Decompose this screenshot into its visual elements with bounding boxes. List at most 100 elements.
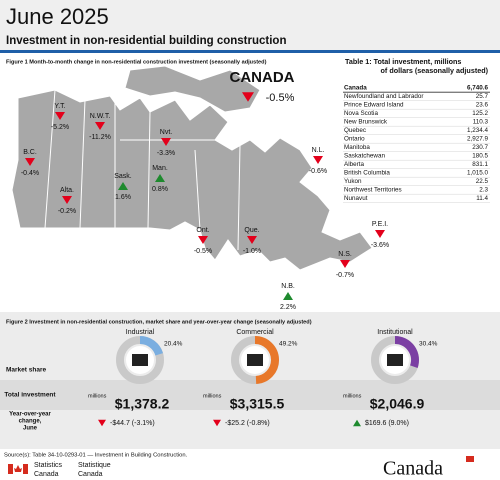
total-value: $2,046.9 (370, 396, 425, 412)
canada-value: -0.5% (266, 92, 295, 104)
icon (247, 354, 263, 366)
donut-share (394, 336, 419, 368)
down-arrow (98, 419, 106, 427)
row-label: change, (19, 419, 42, 425)
table-cell: Quebec (344, 127, 366, 134)
flag-bar (8, 464, 13, 474)
table-cell: 230.7 (472, 144, 488, 151)
change-value: $169.6 (9.0%) (365, 420, 409, 427)
change-value: -$25.2 (-0.8%) (225, 420, 270, 427)
region-value: 2.2% (280, 304, 296, 311)
region-value: -3.3% (157, 150, 175, 157)
table-title: Table 1: Total investment, millions (345, 57, 461, 66)
unit: millions (203, 393, 222, 399)
table-cell: 831.1 (472, 161, 488, 168)
table-cell: 125.2 (472, 110, 488, 117)
total-row-band (0, 380, 500, 410)
map-islands (124, 65, 261, 113)
table-cell: Northwest Territories (344, 187, 402, 194)
table-cell: 1,015.0 (467, 170, 489, 177)
region-label: Y.T. (54, 103, 65, 110)
total-value: $3,315.5 (230, 396, 285, 412)
region-value: -0.7% (336, 272, 354, 279)
agency-en: Canada (34, 471, 59, 478)
region-value: -3.6% (371, 242, 389, 249)
down-arrow (213, 419, 221, 427)
row-label: Total investment (4, 392, 56, 399)
footer-band (0, 449, 500, 480)
down-arrow (198, 236, 208, 244)
map (11, 65, 373, 271)
region-value: -0.2% (58, 208, 76, 215)
region-label: N.S. (338, 251, 352, 258)
table-cell: Alberta (344, 161, 364, 168)
table-cell: 2.3 (479, 187, 488, 194)
region-value: -1.0% (243, 248, 261, 255)
wordmark: Canada (383, 458, 443, 480)
table-cell: Ontario (344, 136, 365, 143)
donut-share (254, 336, 279, 384)
region-value: 1.6% (115, 194, 131, 201)
region-value: -5.2% (51, 124, 69, 131)
region-label: N.L. (312, 147, 325, 154)
region-label: Sask. (114, 173, 132, 180)
region-value: -11.2% (89, 134, 111, 141)
region-value: 0.8% (152, 186, 168, 193)
donut-share (139, 336, 164, 356)
table-cell: Nova Scotia (344, 110, 378, 117)
table-cell: Prince Edward Island (344, 102, 404, 109)
table-cell: 11.4 (476, 195, 488, 202)
region-label: N.W.T. (90, 113, 111, 120)
change-value: -$44.7 (-3.1%) (110, 420, 155, 427)
down-arrow (55, 112, 65, 120)
table-cell: Canada (344, 85, 367, 92)
table-cell: Newfoundland and Labrador (344, 93, 423, 100)
down-arrow (62, 196, 72, 204)
total-value: $1,378.2 (115, 396, 170, 412)
table-cell: 1,234.4 (467, 127, 489, 134)
down-arrow (161, 138, 171, 146)
title: June 2025 (6, 4, 109, 29)
agency-en: Statistics (34, 462, 63, 469)
down-arrow (242, 92, 254, 102)
table-cell: 110.3 (473, 119, 489, 126)
region-label: Man. (152, 165, 168, 172)
up-arrow (283, 292, 293, 300)
table-cell: Manitoba (344, 144, 370, 151)
subtitle: Investment in non-residential building c… (6, 35, 287, 47)
up-arrow (118, 182, 128, 190)
down-arrow (95, 122, 105, 130)
flag-leaf (14, 465, 22, 472)
table-cell: New Brunswick (344, 119, 388, 126)
region-label: P.E.I. (372, 221, 388, 228)
unit: millions (88, 393, 107, 399)
icon (387, 354, 403, 366)
canada-label: CANADA (230, 69, 295, 86)
share-label: 30.4% (419, 341, 438, 348)
down-arrow (340, 260, 350, 268)
table-cell: 180.5 (472, 153, 488, 160)
icon (132, 354, 148, 366)
sector-name: Commercial (236, 329, 274, 336)
table-cell: 6,740.6 (467, 85, 489, 92)
table-cell: Yukon (344, 178, 362, 185)
table-cell: 22.5 (476, 178, 489, 185)
sector-name: Industrial (126, 329, 155, 336)
figure-title: Figure 1 Month-to-month change in non-re… (6, 59, 267, 65)
region-label: N.B. (281, 283, 295, 290)
source: Source(s): Table 34-10-0293-01 — Investm… (4, 453, 188, 459)
up-arrow (353, 419, 361, 427)
region-label: B.C. (23, 149, 37, 156)
region-value: -0.4% (21, 170, 39, 177)
up-arrow (155, 174, 165, 182)
table-cell: Saskatchewan (344, 153, 385, 160)
flag-symbol (8, 464, 28, 474)
table-cell: Nunavut (344, 195, 368, 202)
figure2-title: Figure 2 Investment in non-residential c… (6, 319, 312, 325)
down-arrow (25, 158, 35, 166)
down-arrow (247, 236, 257, 244)
region-value: -0.5% (194, 248, 212, 255)
down-arrow (313, 156, 323, 164)
header-band (0, 0, 500, 52)
